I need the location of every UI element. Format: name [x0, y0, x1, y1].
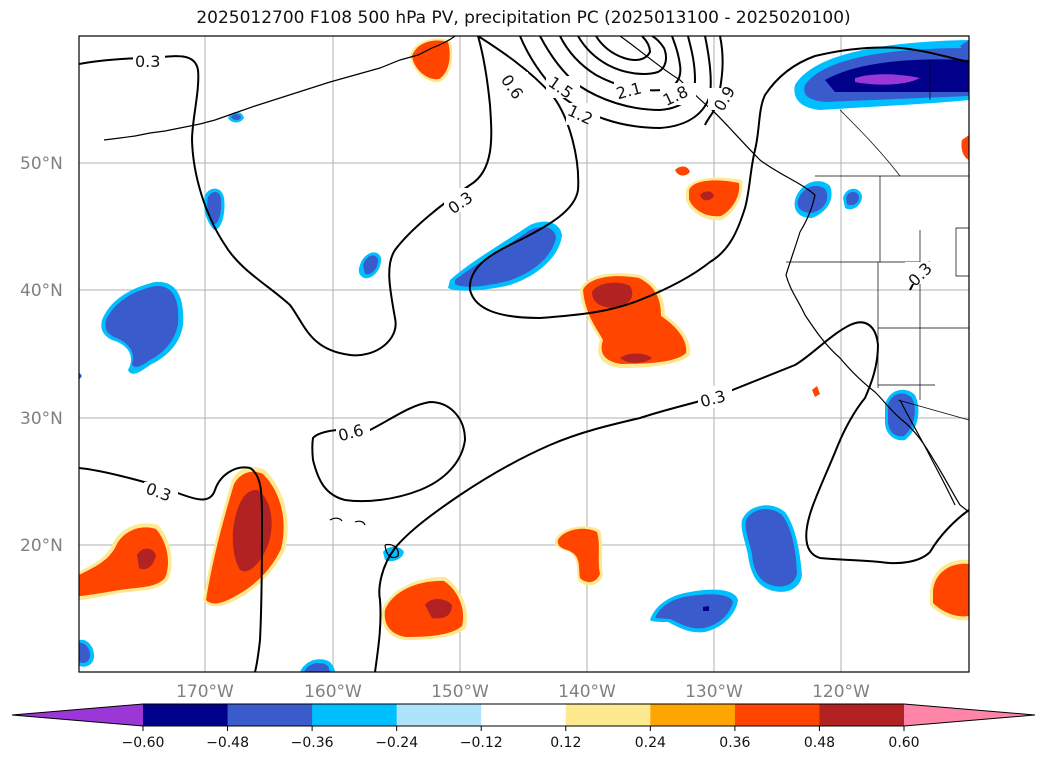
- mexico-border: [878, 384, 969, 421]
- colorbar-segment: [819, 704, 905, 726]
- map-layers: 0.3 0.6 1.5 1.2 2.1 1.8 0.9 0.3 0.6 0.3 …: [79, 36, 969, 672]
- pv-contour-0.6-south: [311, 400, 467, 503]
- lat-label: 20°N: [20, 536, 63, 556]
- colorbar-extend-high: [904, 704, 1035, 726]
- colorbar: −0.60 −0.48 −0.36 −0.24 −0.12 0.12 0.24 0.36 0.4…: [11, 703, 1036, 751]
- pv-contour-2.1: [577, 36, 667, 75]
- pv-contour-0.6: [468, 36, 969, 320]
- pv-contour-1.5: [539, 36, 697, 112]
- political-borders: [786, 60, 969, 421]
- coastlines: [103, 36, 969, 559]
- aleutian-chain: [103, 47, 433, 141]
- north-america-west-coast: [785, 231, 969, 513]
- pv-contour-2.4: [595, 36, 652, 61]
- colorbar-tick-label: −0.12: [460, 735, 503, 751]
- canada-provinces: [839, 60, 931, 177]
- lon-label: 120°W: [812, 682, 870, 702]
- colorbar-segment: [143, 704, 229, 726]
- colorbar-tick-label: 0.12: [550, 735, 581, 751]
- contour-label: 0.3: [135, 52, 160, 71]
- lat-label: 40°N: [20, 281, 63, 301]
- chart-title: 2025012700 F108 500 hPa PV, precipitatio…: [196, 8, 851, 28]
- lat-label: 30°N: [20, 409, 63, 429]
- baja-peninsula: [899, 399, 956, 506]
- alaska-coast: [431, 36, 816, 233]
- lon-label: 140°W: [558, 682, 616, 702]
- colorbar-segment: [565, 704, 651, 726]
- colorbar-tick-label: −0.24: [375, 735, 418, 751]
- colorbar-tick-label: −0.60: [122, 735, 165, 751]
- lon-label: 150°W: [431, 682, 489, 702]
- lon-label: 130°W: [685, 682, 743, 702]
- colorbar-tick-label: −0.48: [206, 735, 249, 751]
- colorbar-segment: [650, 704, 736, 726]
- lat-label: 50°N: [20, 154, 63, 174]
- contour-label-backgrounds: [133, 51, 935, 504]
- colorbar-segment: [481, 704, 567, 726]
- negative-precip-anomalies: [79, 40, 969, 672]
- colorbar-segment: [396, 704, 482, 726]
- colorbar-tick-label: 0.60: [888, 735, 919, 751]
- positive-precip-anomalies: [79, 38, 969, 640]
- colorbar-segment: [227, 704, 313, 726]
- longitude-labels: 170°W 160°W 150°W 140°W 130°W 120°W: [176, 682, 870, 702]
- pv-contour-0.3-north: [79, 36, 493, 357]
- colorbar-tick-label: 0.24: [635, 735, 666, 751]
- colorbar-extend-low: [12, 704, 143, 726]
- colorbar-segment: [734, 704, 820, 726]
- hawaii: [329, 517, 399, 559]
- map-frame: [78, 35, 970, 673]
- lon-label: 160°W: [304, 682, 362, 702]
- latitude-labels: 50°N 40°N 30°N 20°N: [20, 154, 63, 556]
- lon-label: 170°W: [176, 682, 234, 702]
- colorbar-segment: [312, 704, 398, 726]
- colorbar-tick-label: 0.36: [719, 735, 750, 751]
- colorbar-tick-label: −0.36: [291, 735, 334, 751]
- colorbar-tick-label: 0.48: [804, 735, 835, 751]
